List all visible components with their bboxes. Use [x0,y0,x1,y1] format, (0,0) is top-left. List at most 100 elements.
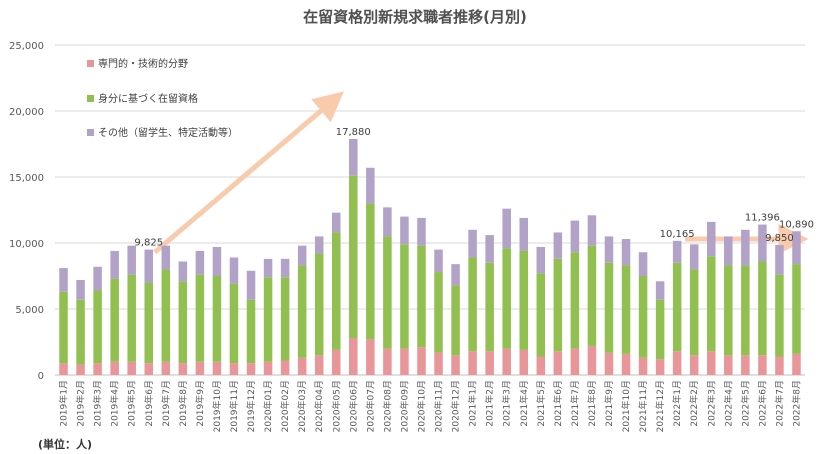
x-axis-tick-labels: 2019年1月 2019年2月 2019年3月 2019年4月 2019年5月 2019年… [58,380,803,432]
bar-segment [502,348,511,375]
bar-segment [536,273,546,357]
bar-segment [212,276,222,362]
bar-segment [706,351,716,375]
bar-segment [178,261,188,282]
x-tick-label: 2020年01月 [262,380,274,432]
bar-segment [655,281,665,300]
chart-title: 在留資格別新規求職者推移(月別) [303,8,527,26]
bar-segment [570,252,580,349]
x-tick-label: 2020年07月 [364,380,376,432]
bar-segment [349,138,358,176]
bar-segment [638,357,648,375]
bar-segment [93,363,102,375]
bar-segment [758,261,767,356]
legend-label: 専門的・技術的分野 [98,57,188,70]
bar-segment [775,244,784,275]
x-tick-label: 2020年03月 [296,380,308,432]
bar-segment [553,258,563,352]
x-tick-label: 2021年6月 [552,380,564,427]
bar-segment [638,276,648,358]
x-tick-label: 2019年12月 [245,380,257,432]
x-tick-label: 2019年9月 [194,380,206,427]
y-tick-label: 0 [38,371,44,382]
bar-segment [417,347,426,375]
data-label: 10,165 [660,229,695,240]
x-tick-label: 2021年2月 [484,380,496,427]
bar-segment [110,361,119,375]
bar-segment [76,364,85,375]
x-tick-label: 2020年04月 [313,380,325,432]
data-label: 9,825 [134,238,163,249]
y-tick-label: 25,000 [9,41,44,52]
x-tick-label: 2021年10月 [620,380,632,432]
x-tick-label: 2020年05月 [330,380,342,432]
bar-segment [519,349,529,375]
x-tick-label: 2022年6月 [756,380,768,427]
bar-segment [178,281,188,364]
x-tick-label: 2019年11月 [228,380,240,432]
bar-segment [468,229,477,258]
bar-segment [706,256,716,352]
bar-segment [434,352,443,375]
bar-segment [775,274,784,357]
data-annotations: 9,825 17,880 10,165 11,396 9,850 10,890 [134,127,814,249]
legend-swatch [87,129,94,136]
bar-segment [400,348,409,375]
bar-segment [741,265,750,356]
bar-segment [587,215,597,246]
bar-segment [672,240,682,263]
bar-segment [314,253,324,356]
bar-series [59,138,801,375]
bar-segment [621,239,631,266]
bar-segment [451,264,460,286]
y-axis-tick-labels: 0 5,000 10,000 15,000 20,000 25,000 [9,41,44,382]
bar-segment [195,250,205,275]
bar-segment [621,265,631,354]
bar-segment [672,262,682,352]
x-tick-label: 2021年8月 [586,380,598,427]
x-tick-label: 2019年8月 [177,380,189,427]
trend-arrows [153,91,809,255]
bar-segment [127,361,136,375]
bar-segment [229,257,239,284]
bar-segment [451,355,460,375]
bar-segment [519,217,529,251]
bar-segment [161,361,171,375]
x-tick-label: 2022年5月 [739,380,751,427]
bar-segment [331,212,341,233]
bar-segment [689,244,699,270]
bar-segment [195,361,205,375]
bar-segment [519,250,529,350]
bar-segment [59,268,68,292]
bar-segment [93,266,102,291]
bar-segment [93,290,102,364]
x-tick-label: 2021年1月 [467,380,479,427]
unit-note: (単位：人) [38,438,93,451]
bar-segment [76,299,85,365]
bar-segment [59,363,68,375]
bar-segment [144,249,154,283]
bar-segment [655,359,665,375]
x-tick-label: 2021年3月 [501,380,513,427]
bar-segment [792,264,801,354]
bar-segment [331,349,341,375]
y-tick-label: 10,000 [9,239,44,250]
bar-segment [792,231,801,265]
x-tick-label: 2021年12月 [654,380,666,432]
bar-segment [246,363,256,375]
x-tick-label: 2022年7月 [773,380,785,427]
bar-segment [621,353,631,375]
bar-segment [229,283,239,364]
bar-segment [297,265,307,358]
bar-segment [144,282,154,364]
x-tick-label: 2022年1月 [671,380,683,427]
x-tick-label: 2020年06月 [347,380,359,432]
x-tick-label: 2020年08月 [381,380,393,432]
bar-segment [297,357,307,375]
bar-segment [314,355,324,375]
x-tick-label: 2019年1月 [58,380,70,427]
bar-segment [331,232,341,350]
x-tick-label: 2019年6月 [143,380,155,427]
